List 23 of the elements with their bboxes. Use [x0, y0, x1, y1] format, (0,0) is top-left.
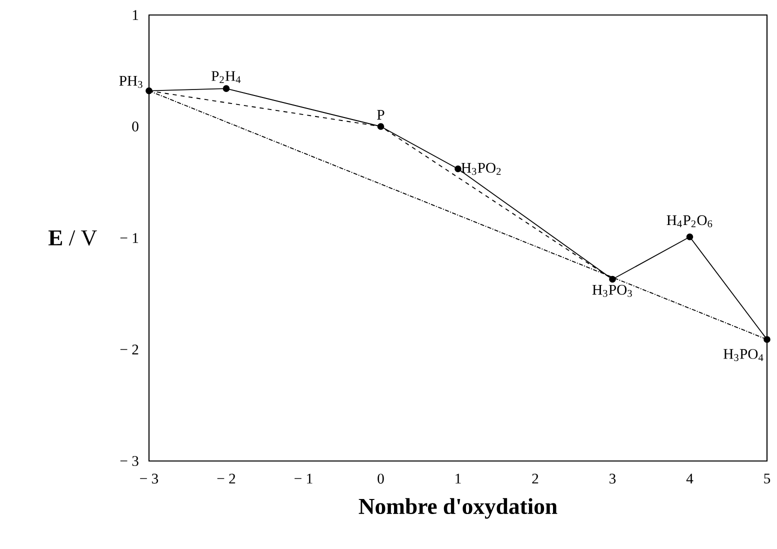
- annotation: H$_{3}$PO$_{2}$: [461, 162, 501, 175]
- x-tick-label: − 2: [217, 474, 236, 484]
- y-tick-label: − 3: [120, 456, 138, 466]
- x-tick-label: 4: [686, 474, 694, 484]
- y-tick-label: − 1: [120, 233, 138, 243]
- y-tick-label: − 2: [120, 344, 138, 354]
- x-tick-label: 1: [456, 474, 461, 484]
- x-axis-title: Nombre d'oxydation: [358, 498, 558, 519]
- annotation: P: [377, 110, 384, 120]
- x-tick-label: 5: [764, 474, 770, 484]
- y-tick-label: 1: [132, 10, 138, 20]
- annotation: P$_{2}$H$_{4}$: [211, 71, 241, 83]
- annotation: H$_{3}$PO$_{3}$: [592, 284, 632, 297]
- x-tick-label: 2: [532, 474, 538, 484]
- x-tick-label: 3: [610, 474, 616, 484]
- x-tick-label: − 3: [140, 474, 158, 484]
- annotation: PH$_{3}$: [119, 76, 142, 88]
- y-axis-title: E / V: [48, 230, 97, 246]
- annotation: H$_{3}$PO$_{4}$: [724, 349, 764, 362]
- annotation: H$_{4}$P$_{2}$O$_{6}$: [666, 215, 712, 228]
- x-tick-label: − 1: [294, 474, 312, 484]
- y-tick-label: 0: [132, 122, 138, 132]
- x-tick-label: 0: [378, 474, 384, 484]
